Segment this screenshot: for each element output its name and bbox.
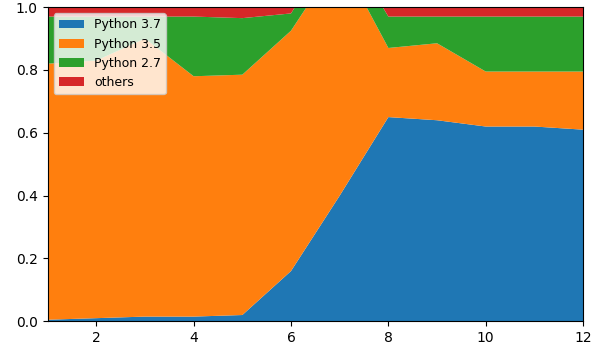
Legend: Python 3.7, Python 3.5, Python 2.7, others: Python 3.7, Python 3.5, Python 2.7, othe… [54, 14, 166, 94]
